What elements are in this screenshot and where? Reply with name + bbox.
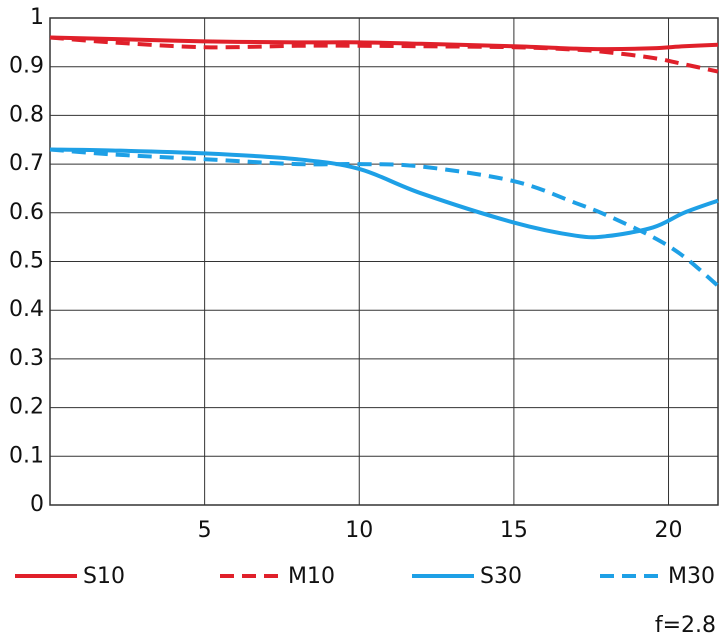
y-tick-label: 0.3 — [9, 346, 44, 371]
legend-label: S30 — [480, 564, 522, 589]
y-tick-label: 0.7 — [9, 151, 44, 176]
x-tick-label: 15 — [500, 518, 528, 543]
series-line — [49, 147, 720, 288]
y-tick-label: 0.9 — [9, 54, 44, 79]
x-tick-label: 5 — [198, 518, 212, 543]
plot-border — [49, 17, 719, 506]
legend-label: M30 — [668, 564, 715, 589]
x-tick-label: 10 — [345, 518, 373, 543]
series-line — [49, 35, 719, 74]
y-tick-label: 0.4 — [9, 297, 44, 322]
y-tick-label: 0.8 — [9, 102, 44, 127]
y-tick-label: 0 — [30, 492, 44, 517]
annotation: f=2.8 — [655, 613, 716, 638]
legend-label: M10 — [288, 564, 335, 589]
legend-label: S10 — [83, 564, 125, 589]
y-tick-label: 1 — [30, 5, 44, 30]
y-tick-label: 0.1 — [9, 443, 44, 468]
y-tick-label: 0.5 — [9, 249, 44, 274]
series-line — [49, 147, 719, 240]
y-tick-label: 0.2 — [9, 395, 44, 420]
y-tick-label: 0.6 — [9, 200, 44, 225]
x-tick-label: 20 — [655, 518, 683, 543]
